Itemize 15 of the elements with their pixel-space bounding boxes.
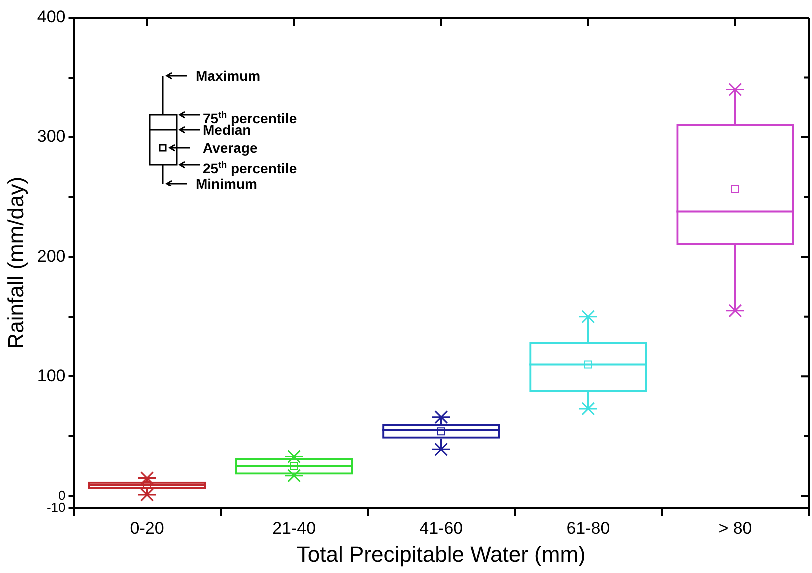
annotation: 25$^{th}$ percentile	[203, 159, 298, 177]
x-tick-label: 61-80	[566, 519, 610, 538]
y-tick-label: 400	[37, 8, 66, 27]
y-axis-title: Rainfall (mm/day)	[3, 176, 28, 350]
x-axis-title: Total Precipitable Water (mm)	[296, 542, 586, 567]
annotation: Minimum	[196, 176, 258, 192]
x-tick-label: 21-40	[272, 519, 316, 538]
x-tick-label: > 80	[718, 519, 752, 538]
annotation: Maximum	[196, 68, 261, 84]
y-tick-label: 100	[37, 366, 66, 386]
x-tick-label: 0-20	[130, 519, 164, 538]
y-tick-label: 300	[37, 127, 66, 146]
annotation: Average	[203, 140, 258, 156]
y-tick-label: 200	[37, 246, 66, 266]
x-tick-label: 41-60	[420, 519, 464, 538]
